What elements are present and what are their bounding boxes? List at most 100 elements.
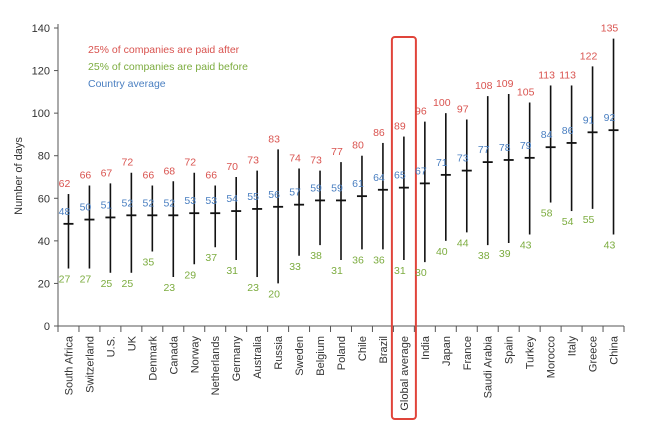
category-label: Russia <box>273 335 285 370</box>
after-value-label: 80 <box>352 140 364 152</box>
category-label: Brazil <box>378 336 390 364</box>
y-tick-label: 140 <box>32 23 50 35</box>
category-label: Italy <box>567 336 579 357</box>
before-value-label: 55 <box>583 214 595 226</box>
average-value-label: 52 <box>142 197 154 209</box>
average-value-label: 64 <box>373 172 385 184</box>
after-value-label: 100 <box>433 97 451 109</box>
after-value-label: 72 <box>122 157 134 169</box>
before-value-label: 31 <box>331 265 343 277</box>
after-value-label: 67 <box>101 167 113 179</box>
average-value-label: 53 <box>184 195 196 207</box>
category-label: Sweden <box>294 336 306 376</box>
average-value-label: 48 <box>59 206 71 218</box>
before-value-label: 36 <box>352 254 364 266</box>
average-value-label: 53 <box>205 195 217 207</box>
after-value-label: 113 <box>538 69 555 81</box>
before-value-label: 33 <box>289 261 301 273</box>
after-value-label: 73 <box>247 155 259 167</box>
category-label: South Africa <box>63 335 75 395</box>
before-value-label: 30 <box>415 267 427 279</box>
before-value-label: 58 <box>541 208 553 220</box>
after-value-label: 66 <box>205 170 217 182</box>
after-value-label: 70 <box>226 161 238 173</box>
average-value-label: 86 <box>562 125 574 137</box>
category-label: Denmark <box>147 336 159 381</box>
category-label: Saudi Arabia <box>483 335 495 398</box>
after-value-label: 73 <box>310 155 322 167</box>
before-value-label: 20 <box>268 288 280 300</box>
before-value-label: 43 <box>520 239 532 251</box>
after-value-label: 72 <box>184 157 196 169</box>
category-label: Greece <box>588 336 600 372</box>
average-value-label: 71 <box>436 157 448 169</box>
category-label: Morocco <box>546 336 558 378</box>
after-value-label: 77 <box>331 146 343 158</box>
before-value-label: 54 <box>562 216 574 228</box>
category-label: Germany <box>231 336 243 382</box>
before-value-label: 23 <box>247 282 259 294</box>
average-value-label: 52 <box>163 197 175 209</box>
before-value-label: 25 <box>101 278 113 290</box>
before-value-label: 43 <box>604 239 616 251</box>
after-value-label: 122 <box>580 50 598 62</box>
category-label: U.S. <box>105 336 117 357</box>
highlight-box <box>390 36 417 420</box>
y-tick-label: 40 <box>38 236 50 248</box>
average-value-label: 59 <box>310 182 322 194</box>
average-value-label: 84 <box>541 129 553 141</box>
average-value-label: 50 <box>80 202 92 214</box>
average-value-label: 65 <box>394 170 406 182</box>
category-label: Switzerland <box>84 336 96 393</box>
y-tick-label: 20 <box>38 278 50 290</box>
legend-after: 25% of companies are paid after <box>88 44 240 56</box>
average-value-label: 52 <box>122 197 134 209</box>
category-label: Spain <box>504 336 516 364</box>
before-value-label: 39 <box>499 248 511 260</box>
after-value-label: 86 <box>373 127 385 139</box>
after-value-label: 109 <box>496 78 514 90</box>
average-value-label: 59 <box>331 182 343 194</box>
after-value-label: 113 <box>559 69 576 81</box>
y-axis-label: Number of days <box>13 137 25 215</box>
legend: 25% of companies are paid after 25% of c… <box>88 44 248 90</box>
before-value-label: 31 <box>394 265 406 277</box>
after-value-label: 66 <box>142 170 154 182</box>
category-label: Poland <box>336 336 348 370</box>
average-value-label: 78 <box>499 142 511 154</box>
before-value-label: 40 <box>436 246 448 258</box>
average-value-label: 77 <box>478 144 490 156</box>
category-label: India <box>420 335 432 360</box>
after-value-label: 68 <box>163 165 175 177</box>
after-value-label: 83 <box>268 133 280 145</box>
average-value-label: 92 <box>604 112 616 124</box>
category-label: Netherlands <box>210 336 222 396</box>
before-value-label: 37 <box>205 252 217 264</box>
category-label: China <box>609 335 621 365</box>
average-value-label: 55 <box>247 191 259 203</box>
average-value-label: 56 <box>268 189 280 201</box>
average-value-label: 54 <box>226 193 238 205</box>
y-tick-label: 80 <box>38 151 50 163</box>
average-value-label: 91 <box>583 114 595 126</box>
legend-before: 25% of companies are paid before <box>88 61 248 73</box>
average-value-label: 73 <box>457 153 469 165</box>
category-label: Australia <box>252 335 264 379</box>
before-value-label: 38 <box>310 250 322 262</box>
average-value-label: 61 <box>352 178 364 190</box>
before-value-label: 36 <box>373 254 385 266</box>
before-value-label: 25 <box>122 278 134 290</box>
after-value-label: 74 <box>289 152 301 164</box>
after-value-label: 135 <box>601 23 619 35</box>
category-label: Japan <box>441 336 453 366</box>
after-value-label: 108 <box>475 80 493 92</box>
after-value-label: 89 <box>394 121 406 133</box>
y-tick-label: 100 <box>32 108 50 120</box>
average-value-label: 51 <box>101 199 113 211</box>
before-value-label: 27 <box>59 274 71 286</box>
category-label: UK <box>126 335 138 351</box>
average-value-label: 57 <box>289 187 301 199</box>
before-value-label: 44 <box>457 237 469 249</box>
average-value-label: 79 <box>520 140 532 152</box>
